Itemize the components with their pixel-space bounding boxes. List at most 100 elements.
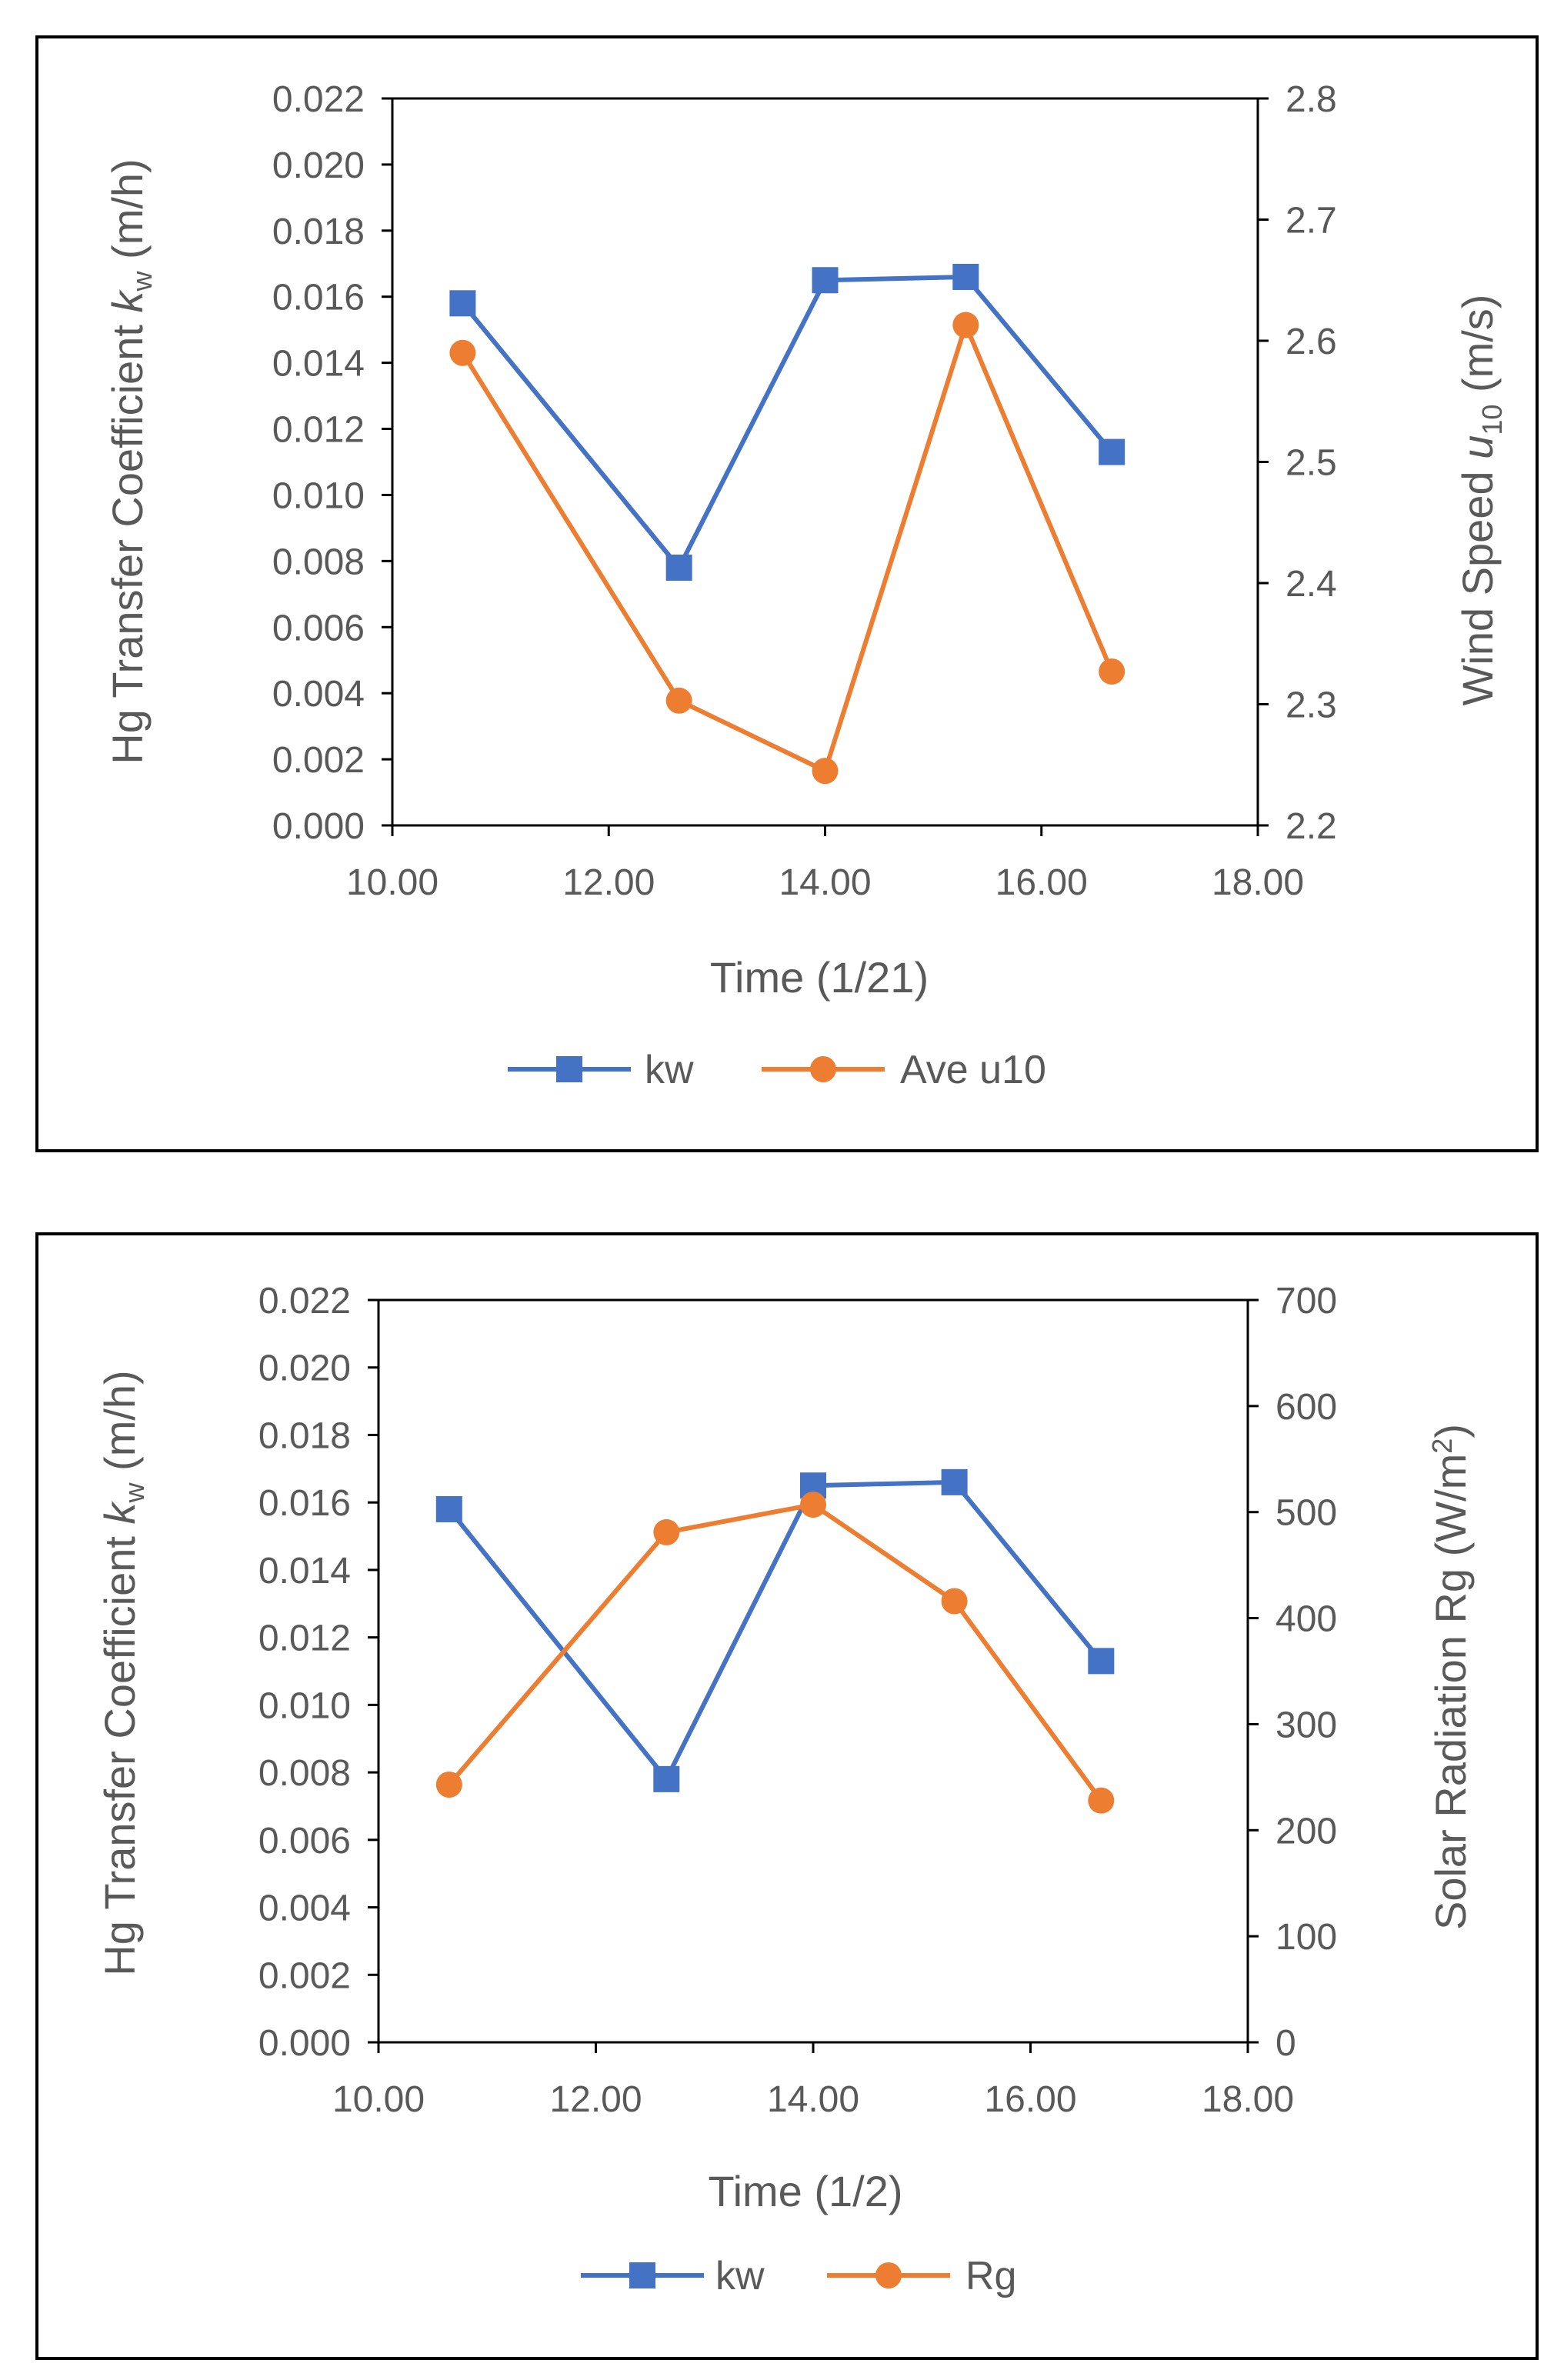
right-tick-label: 700 (1276, 1281, 1337, 1322)
left-tick-label: 0.002 (258, 1955, 351, 1996)
left-tick-label: 0.004 (258, 1888, 351, 1929)
series-group (435, 1468, 1115, 1814)
chart-wind-speed: 0.000 0.002 0.004 0.006 0.008 0.010 0.012 0.014… (35, 35, 1539, 1152)
y-axis-title: Hg Transfer Coefficient kw (m/h) (103, 158, 158, 764)
x-tick-label: 12.00 (562, 862, 655, 903)
data-point-circle (449, 339, 476, 366)
right-tick-label: 600 (1276, 1387, 1337, 1428)
data-point-square (435, 1495, 462, 1522)
left-tick-label: 0.010 (258, 1685, 351, 1726)
x-tick-label: 10.00 (346, 862, 439, 903)
plot-area (391, 97, 1259, 827)
legend: kw Rg (581, 2254, 1016, 2298)
series-group (449, 263, 1125, 785)
x-tick-label: 10.00 (332, 2079, 425, 2120)
chart-solar-radiation: 0.000 0.002 0.004 0.006 0.008 0.010 0.012 0.014… (35, 1232, 1539, 2360)
series-line-rg (447, 1502, 1103, 1802)
left-tick-label: 0.006 (272, 608, 365, 648)
data-point-square (1099, 438, 1125, 465)
data-point-square (812, 267, 839, 294)
x-axis-title: Time (1/21) (710, 953, 929, 1002)
left-tick-label: 0.016 (258, 1483, 351, 1524)
left-tick-label: 0.010 (272, 475, 365, 516)
data-point-circle (665, 687, 692, 714)
right-tick-label: 500 (1276, 1493, 1337, 1534)
x-tick-label: 12.00 (549, 2079, 642, 2120)
right-tick-label: 2.8 (1286, 79, 1337, 120)
right-tick-label: 2.3 (1286, 685, 1337, 726)
left-tick-label: 0.008 (258, 1753, 351, 1794)
left-tick-label: 0.006 (258, 1821, 351, 1862)
left-tick-label: 0.020 (272, 145, 365, 186)
data-point-circle (1099, 658, 1125, 685)
legend-label: Ave u10 (900, 1048, 1046, 1092)
left-tick-label: 0.014 (272, 344, 365, 385)
right-tick-label: 300 (1276, 1705, 1337, 1745)
chart-frame (35, 1232, 1539, 2360)
data-point-square (941, 1468, 968, 1495)
left-tick-label: 0.000 (272, 806, 365, 847)
right-tick-label: 200 (1276, 1811, 1337, 1852)
left-tick-label: 0.022 (258, 1281, 351, 1322)
x-tick-label: 18.00 (1202, 2079, 1294, 2120)
chart-frame (35, 35, 1539, 1152)
left-tick-label: 0.012 (258, 1618, 351, 1659)
data-point-circle (800, 1492, 826, 1518)
legend-marker-square (629, 2262, 655, 2288)
right-tick-label: 0 (1276, 2023, 1296, 2064)
legend-label: kw (715, 2254, 765, 2298)
x-tick-label: 16.00 (995, 862, 1088, 903)
x-axis-ticks: 10.00 12.00 14.00 16.00 18.00 (346, 825, 1304, 903)
data-point-circle (653, 1518, 680, 1545)
x-axis-ticks: 10.00 12.00 14.00 16.00 18.00 (332, 2042, 1294, 2120)
data-point-square (952, 263, 979, 290)
legend-marker-square (556, 1056, 582, 1082)
left-tick-label: 0.008 (272, 542, 365, 582)
x-axis-title: Time (1/2) (708, 2167, 902, 2215)
left-tick-label: 0.022 (272, 79, 365, 120)
right-tick-label: 400 (1276, 1599, 1337, 1640)
left-tick-label: 0.014 (258, 1551, 351, 1592)
plot-area (377, 1298, 1249, 2044)
legend: kw Ave u10 (508, 1048, 1046, 1092)
right-tick-label: 2.5 (1286, 443, 1337, 484)
right-axis-ticks: 0 100 200 300 400 500 600 700 (1248, 1281, 1337, 2064)
left-tick-label: 0.000 (258, 2023, 351, 2064)
x-tick-label: 18.00 (1212, 862, 1304, 903)
data-point-circle (812, 758, 839, 785)
left-tick-label: 0.020 (258, 1348, 351, 1389)
data-point-square (449, 290, 476, 317)
y2-axis-title: Solar Radiation Rg (W/m2) (1426, 1424, 1475, 1930)
right-tick-label: 100 (1276, 1917, 1337, 1958)
y2-axis-title: Wind Speed u10 (m/s) (1453, 295, 1508, 706)
series-line-kw (461, 274, 1114, 570)
left-tick-label: 0.016 (272, 278, 365, 318)
left-tick-label: 0.018 (272, 212, 365, 252)
legend-label: Rg (965, 2254, 1016, 2298)
data-point-circle (1088, 1787, 1115, 1814)
data-point-square (665, 554, 692, 581)
data-point-square (1088, 1648, 1115, 1675)
data-point-circle (435, 1772, 462, 1798)
right-tick-label: 2.2 (1286, 806, 1337, 847)
series-line-ave-u10 (460, 322, 1114, 774)
right-tick-label: 2.6 (1286, 322, 1337, 362)
data-point-circle (952, 312, 979, 338)
right-axis-ticks: 2.2 2.3 2.4 2.5 2.6 2.7 2.8 (1258, 79, 1337, 847)
right-tick-label: 2.4 (1286, 564, 1337, 605)
legend-marker-circle (810, 1056, 836, 1082)
data-point-square (653, 1765, 680, 1792)
left-tick-label: 0.018 (258, 1415, 351, 1456)
left-axis-ticks: 0.000 0.002 0.004 0.006 0.008 0.010 0.012 0.014… (258, 1281, 378, 2064)
legend-marker-circle (875, 2262, 902, 2288)
y-axis-title: Hg Transfer Coefficient kw (m/h) (95, 1370, 150, 1975)
legend-label: kw (645, 1048, 694, 1092)
right-tick-label: 2.7 (1286, 201, 1337, 242)
data-point-circle (941, 1588, 968, 1615)
x-tick-label: 14.00 (779, 862, 871, 903)
x-tick-label: 16.00 (984, 2079, 1076, 2120)
x-tick-label: 14.00 (767, 2079, 859, 2120)
series-line-kw (447, 1479, 1103, 1782)
left-tick-label: 0.012 (272, 410, 365, 451)
